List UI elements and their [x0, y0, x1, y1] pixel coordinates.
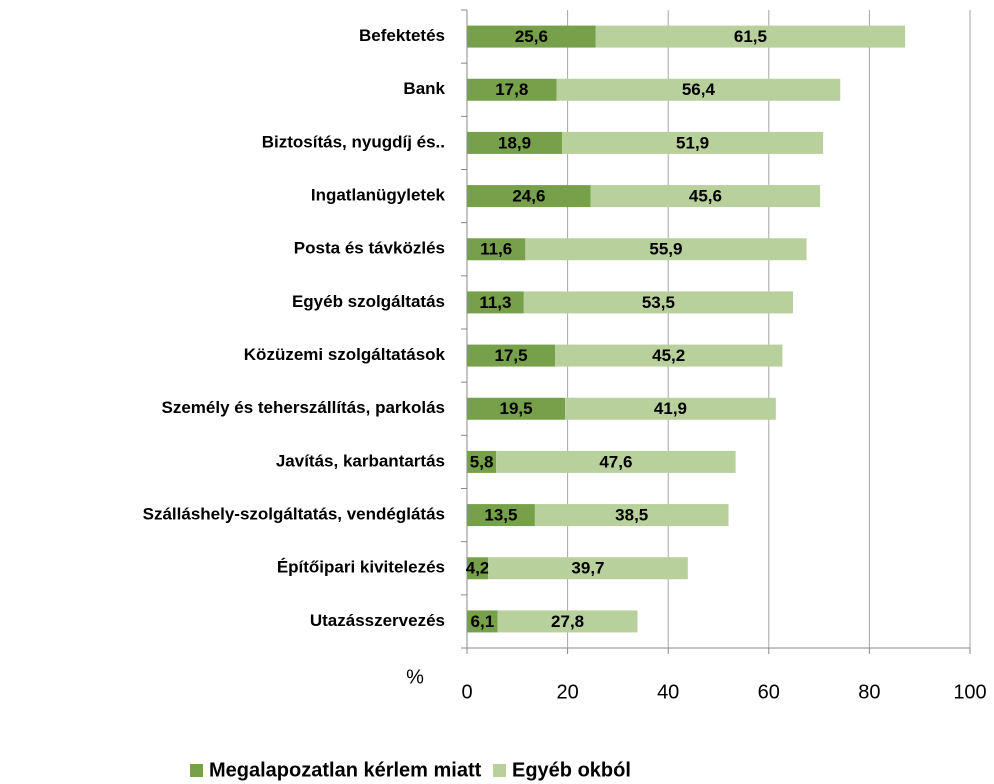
- bar-segment: [595, 25, 906, 48]
- y-tick-label: Egyéb szolgáltatás: [292, 292, 445, 311]
- bar-segment: [467, 131, 563, 154]
- y-tick-label: Közüzemi szolgáltatások: [244, 345, 446, 364]
- y-tick-label: Építőipari kivitelezés: [277, 558, 445, 577]
- value-label: 11,3: [479, 293, 511, 312]
- value-label: 24,6: [512, 187, 545, 206]
- y-tick-label: Ingatlanügyletek: [311, 186, 446, 205]
- legend-swatch: [190, 764, 203, 777]
- bar-segment: [467, 450, 497, 473]
- value-label: 4,2: [466, 559, 490, 578]
- value-label: 27,8: [551, 612, 584, 631]
- bar-segment: [488, 557, 688, 580]
- bar-segment: [467, 238, 526, 261]
- x-tick-label: 100: [953, 681, 986, 703]
- y-tick-label: Javítás, karbantartás: [276, 451, 445, 470]
- legend-label: Megalapozatlan kérlem miatt: [209, 759, 482, 781]
- bar-segment: [467, 610, 498, 633]
- legend-label: Egyéb okból: [512, 759, 631, 781]
- value-label: 38,5: [615, 506, 648, 525]
- bar-segment: [556, 78, 841, 101]
- value-label: 13,5: [484, 506, 517, 525]
- value-label: 18,9: [498, 133, 531, 152]
- y-tick-label: Személy és teherszállítás, parkolás: [162, 398, 446, 417]
- y-tick-label: Szálláshely-szolgáltatás, vendéglátás: [143, 505, 445, 524]
- bar-segment: [467, 557, 489, 580]
- value-label: 56,4: [682, 80, 716, 99]
- bar-segment: [534, 504, 729, 527]
- bar-segment: [467, 25, 596, 48]
- x-tick-label: 20: [556, 681, 578, 703]
- y-tick-label: Befektetés: [359, 26, 445, 45]
- bar-segment: [590, 185, 821, 208]
- bar-segment: [562, 131, 824, 154]
- y-tick-label: Biztosítás, nyugdíj és..: [262, 132, 445, 151]
- x-tick-label: 60: [758, 681, 780, 703]
- bar-segment: [467, 185, 591, 208]
- bar-segment: [497, 610, 638, 633]
- value-label: 17,8: [495, 80, 528, 99]
- value-label: 47,6: [599, 452, 632, 471]
- x-axis-label: %: [406, 666, 424, 688]
- value-label: 6,1: [471, 612, 495, 631]
- value-label: 11,6: [480, 240, 512, 259]
- value-label: 51,9: [676, 133, 709, 152]
- bar-segment: [467, 78, 557, 101]
- legend-swatch: [493, 764, 506, 777]
- value-label: 17,5: [494, 346, 527, 365]
- y-tick-label: Posta és távközlés: [294, 239, 445, 258]
- value-label: 61,5: [734, 27, 767, 46]
- value-label: 5,8: [470, 452, 494, 471]
- x-tick-label: 80: [858, 681, 880, 703]
- value-label: 45,6: [689, 187, 722, 206]
- value-label: 39,7: [571, 559, 604, 578]
- bar-segment: [467, 344, 556, 367]
- bar-segment: [523, 291, 793, 314]
- y-tick-label: Utazásszervezés: [310, 611, 445, 630]
- value-label: 41,9: [654, 399, 687, 418]
- value-label: 45,2: [652, 346, 685, 365]
- x-tick-label: 40: [657, 681, 679, 703]
- value-label: 53,5: [642, 293, 675, 312]
- value-label: 55,9: [649, 240, 682, 259]
- y-tick-label: Bank: [403, 79, 445, 98]
- bar-segment: [565, 397, 776, 420]
- value-label: 19,5: [499, 399, 532, 418]
- bar-segment: [496, 450, 736, 473]
- value-label: 25,6: [515, 27, 548, 46]
- bar-segment: [555, 344, 783, 367]
- bar-segment: [467, 397, 566, 420]
- bar-segment: [467, 291, 524, 314]
- bar-segment: [525, 238, 807, 261]
- x-tick-label: 0: [461, 681, 472, 703]
- bar-segment: [467, 504, 535, 527]
